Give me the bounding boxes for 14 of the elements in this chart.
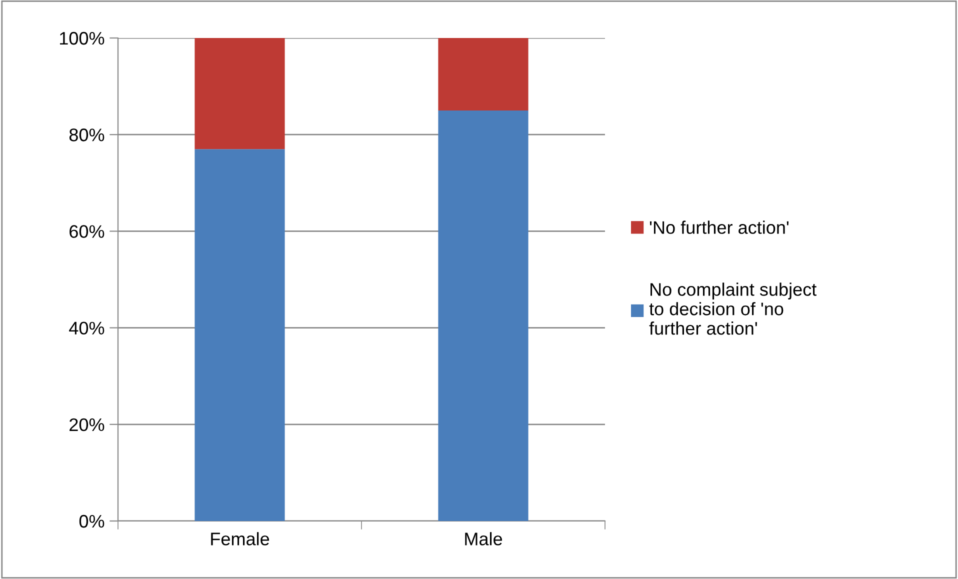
y-tick-label: 100% <box>60 32 104 45</box>
x-tick-label: Male <box>465 532 502 546</box>
bar <box>194 149 285 521</box>
x-tick-label: Female <box>211 532 270 546</box>
legend-label: No complaint subject to decision of 'no further action' <box>649 282 817 335</box>
legend-label: 'No further action' <box>650 220 789 234</box>
y-tick-label: 20% <box>70 418 104 432</box>
bar <box>438 110 528 521</box>
y-tick-label: 40% <box>69 322 104 335</box>
y-tick-label: 60% <box>70 225 104 238</box>
y-tick-label: 0% <box>79 514 104 528</box>
y-tick-label: 80% <box>69 128 104 142</box>
bar <box>438 38 528 110</box>
bar <box>194 38 285 150</box>
